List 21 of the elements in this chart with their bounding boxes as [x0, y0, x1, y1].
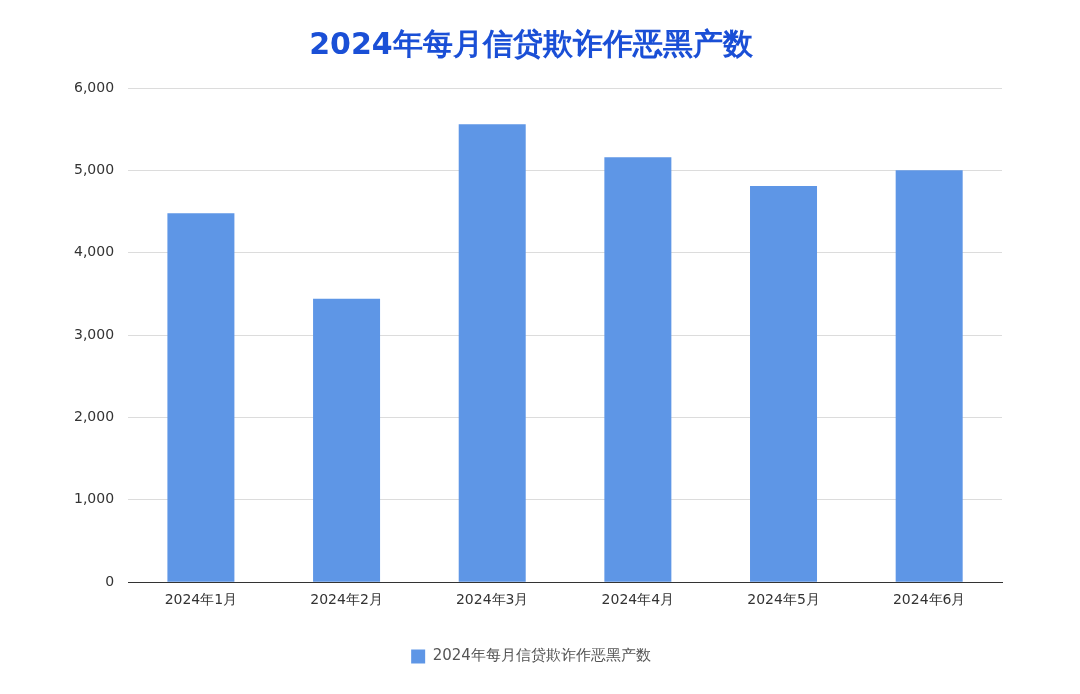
x-tick-label: 2024年4月 [601, 591, 675, 608]
bar [750, 186, 818, 582]
x-tick-label: 2024年3月 [455, 591, 529, 608]
y-tick-label: 4,000 [73, 243, 115, 260]
y-tick-label: 5,000 [73, 161, 115, 178]
y-tick-label: 1,000 [73, 490, 115, 507]
bar [458, 124, 526, 582]
x-tick-label: 2024年5月 [747, 591, 820, 608]
bar [895, 170, 963, 582]
x-tick-label: 2024年2月 [310, 591, 383, 608]
bar [604, 157, 672, 582]
y-tick-label: 2,000 [73, 408, 115, 425]
y-tick-label: 3,000 [73, 325, 115, 342]
y-tick-label: 6,000 [73, 78, 115, 95]
y-tick-label: 0 [105, 572, 115, 589]
x-tick-label: 2024年6月 [892, 591, 966, 608]
legend-label: 2024年每月信贷欺诈作恶黑产数 [432, 646, 651, 665]
x-tick-label: 2024年1月 [164, 591, 238, 608]
chart-title: 2024年每月信贷欺诈作恶黑产数 [309, 25, 754, 61]
bar [313, 298, 381, 582]
bar [167, 213, 235, 582]
